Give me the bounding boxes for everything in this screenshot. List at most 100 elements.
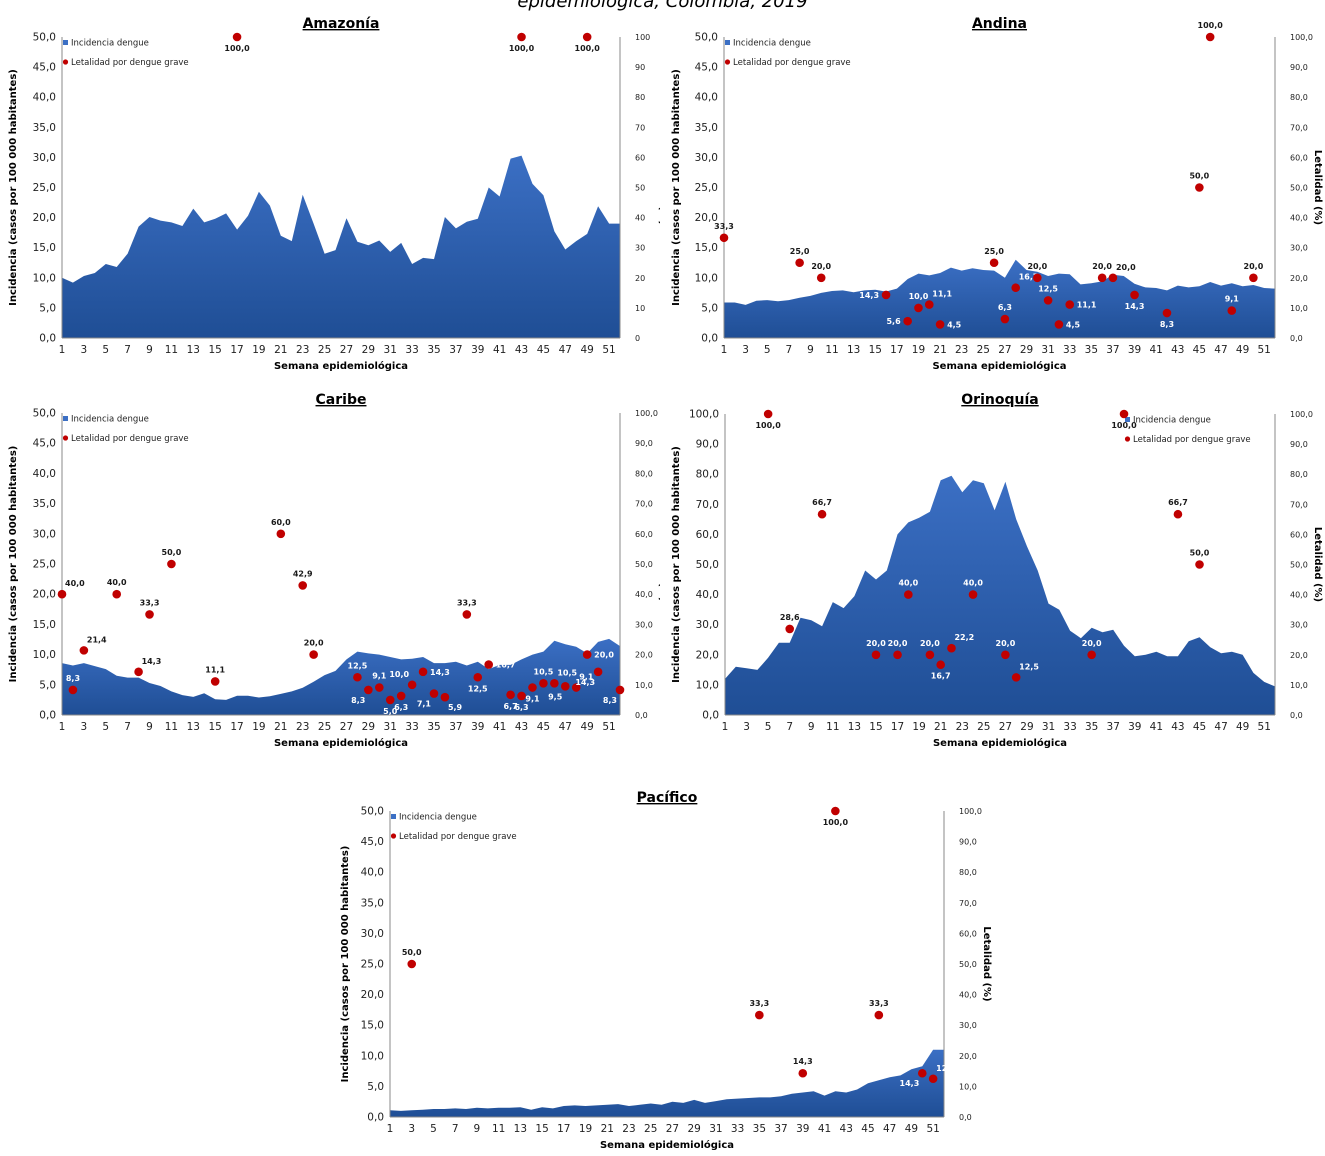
x-tick-label: 49 <box>1236 344 1249 356</box>
x-tick-label: 5 <box>764 344 771 356</box>
legend-entry-lethality: Letalidad por dengue grave <box>399 832 517 842</box>
lethality-point <box>582 32 592 42</box>
x-tick-label: 39 <box>796 1123 809 1135</box>
lethality-data-label: 100,0 <box>224 44 250 53</box>
lethality-data-label: 20,0 <box>996 639 1016 648</box>
lethality-point <box>893 650 902 660</box>
y2-tick-label: 10 <box>635 304 645 313</box>
x-tick-label: 11 <box>165 721 178 733</box>
x-tick-label: 1 <box>387 1123 394 1135</box>
y2-axis-label: Letalidad (%) <box>981 926 992 1001</box>
x-tick-label: 1 <box>59 721 66 733</box>
chart-title: Pacífico <box>637 790 698 806</box>
lethality-point <box>353 672 362 682</box>
legend-entry-incidence: Incidencia dengue <box>733 39 811 49</box>
x-tick-label: 41 <box>493 344 506 356</box>
lethality-point <box>309 650 318 659</box>
chart-title: Caribe <box>316 392 367 408</box>
x-tick-label: 45 <box>1193 721 1206 733</box>
y-axis-label: Incidencia (casos por 100 000 habitantes… <box>340 846 351 1083</box>
lethality-data-label: 60,0 <box>271 518 291 527</box>
lethality-point <box>407 680 417 690</box>
lethality-data-label: 12,5 <box>1038 284 1058 293</box>
y2-tick-label: 10,0 <box>959 1082 977 1091</box>
y-tick-label: 5,0 <box>39 302 56 314</box>
x-tick-label: 29 <box>362 721 375 733</box>
lethality-point <box>1119 409 1129 419</box>
x-tick-label: 19 <box>252 344 265 356</box>
lethality-point <box>1195 183 1204 192</box>
incidence-area <box>62 638 620 715</box>
x-tick-label: 5 <box>102 721 109 733</box>
lethality-point <box>560 682 570 691</box>
x-tick-label: 45 <box>1193 344 1206 356</box>
x-tick-label: 15 <box>208 344 221 356</box>
lethality-point <box>517 32 526 42</box>
lethality-point <box>1043 296 1053 305</box>
x-tick-label: 49 <box>905 1123 918 1135</box>
x-tick-label: 39 <box>1128 344 1141 356</box>
legend-swatch-lethality <box>390 833 397 839</box>
lethality-point <box>550 678 559 688</box>
lethality-point <box>904 590 913 599</box>
lethality-point <box>134 667 143 677</box>
lethality-data-label: 4,5 <box>947 320 962 329</box>
x-tick-label: 15 <box>208 721 221 733</box>
y2-tick-label: 40,0 <box>959 991 977 1000</box>
y2-tick-label: 90,0 <box>635 439 653 448</box>
y-tick-label: 40,0 <box>696 589 719 601</box>
lethality-data-label: 40,0 <box>963 579 983 588</box>
lethality-point <box>917 1068 927 1078</box>
x-tick-label: 25 <box>318 344 331 356</box>
x-tick-label: 21 <box>274 721 287 733</box>
y-tick-label: 40,0 <box>33 468 56 480</box>
lethality-data-label: 20,0 <box>1244 262 1264 271</box>
x-tick-label: 31 <box>1041 344 1054 356</box>
lethality-point <box>1000 314 1010 324</box>
x-tick-label: 3 <box>742 344 749 356</box>
lethality-point <box>874 1010 884 1020</box>
x-tick-label: 1 <box>722 721 729 733</box>
lethality-point <box>1001 650 1010 660</box>
lethality-point <box>298 581 308 590</box>
x-tick-label: 35 <box>427 344 440 356</box>
lethality-data-label: 100,0 <box>823 818 849 827</box>
chart-title: Andina <box>972 16 1027 32</box>
lethality-data-label: 12,5 <box>936 1064 956 1073</box>
lethality-point <box>935 320 945 329</box>
x-tick-label: 13 <box>514 1123 527 1135</box>
lethality-point <box>914 303 923 313</box>
y-tick-label: 50,0 <box>33 408 56 420</box>
lethality-point <box>1130 290 1139 300</box>
x-tick-label: 11 <box>825 344 838 356</box>
lethality-point <box>571 683 581 692</box>
y2-tick-label: 10,0 <box>635 681 653 690</box>
lethality-data-label: 9,1 <box>579 673 594 682</box>
x-tick-label: 19 <box>579 1123 592 1135</box>
legend-swatch-lethality <box>62 59 69 65</box>
lethality-point <box>798 1068 808 1078</box>
y2-tick-label: 0,0 <box>1290 334 1303 343</box>
y2-tick-label: 60,0 <box>1290 530 1308 539</box>
x-tick-label: 31 <box>384 344 397 356</box>
lethality-data-label: 5,6 <box>886 317 901 326</box>
x-tick-label: 7 <box>786 721 793 733</box>
x-tick-label: 9 <box>146 344 153 356</box>
lethality-point <box>763 409 773 419</box>
x-tick-label: 15 <box>869 344 882 356</box>
lethality-data-label: 16,7 <box>496 661 516 670</box>
y-tick-label: 20,0 <box>695 212 718 224</box>
lethality-point <box>462 610 472 619</box>
lethality-point <box>936 660 945 670</box>
x-tick-label: 5 <box>102 344 109 356</box>
lethality-point <box>167 559 176 569</box>
y-tick-label: 0,0 <box>39 710 56 722</box>
x-tick-label: 51 <box>1258 344 1271 356</box>
x-tick-label: 7 <box>124 721 131 733</box>
lethality-point <box>925 650 935 660</box>
x-tick-label: 31 <box>709 1123 722 1135</box>
x-tick-label: 9 <box>146 721 153 733</box>
x-tick-label: 35 <box>1085 344 1098 356</box>
lethality-point <box>145 610 154 619</box>
lethality-point <box>1011 673 1021 682</box>
